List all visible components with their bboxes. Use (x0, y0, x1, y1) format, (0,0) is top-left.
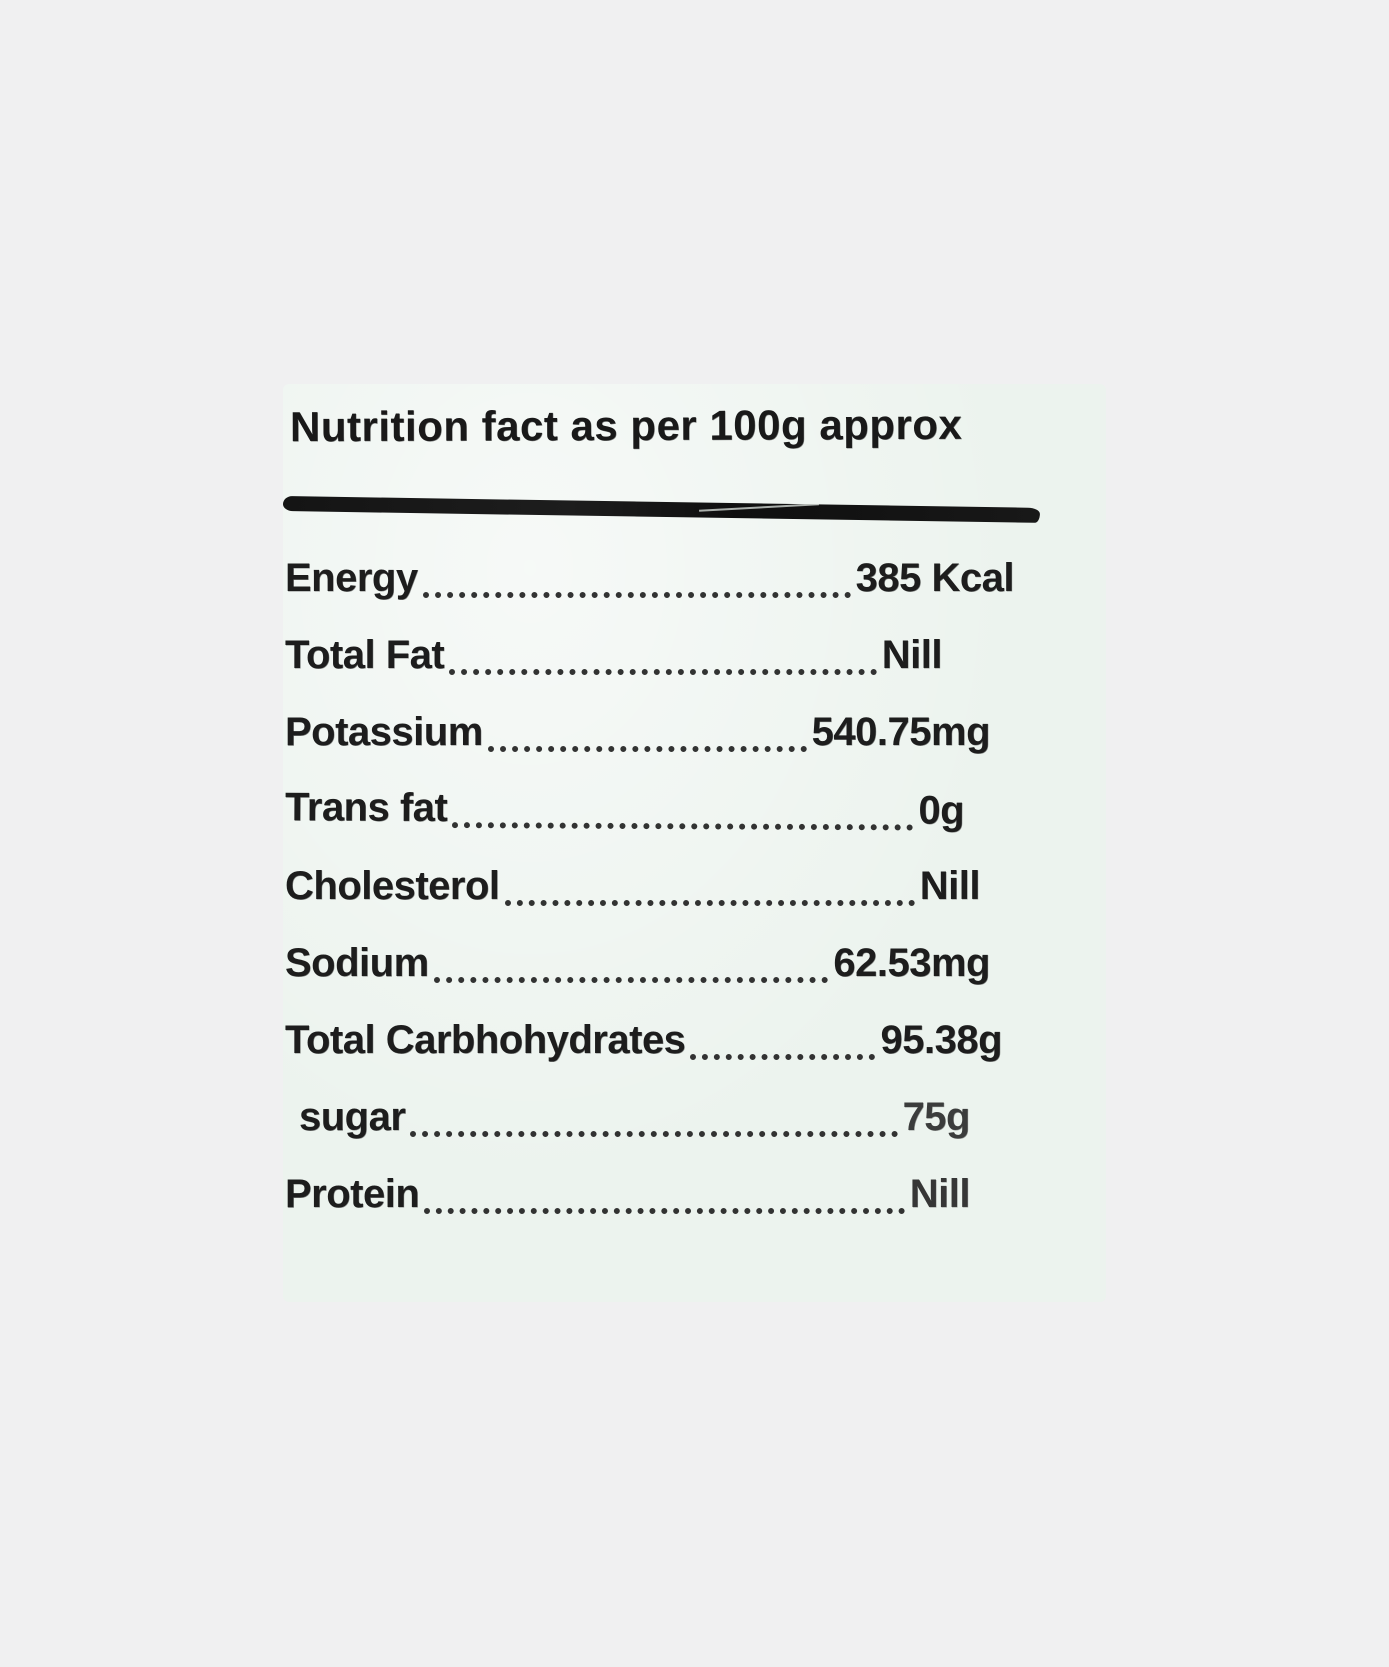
row-label: Sodium (285, 941, 429, 985)
row-value: 540.75mg (811, 710, 991, 754)
nutrition-row-protein: Protein Nill (285, 1172, 971, 1249)
nutrition-rows: Energy 385 Kcal Total Fat Nill Potassium… (285, 556, 1015, 1249)
row-value: 385 Kcal (855, 556, 1015, 600)
dot-leader (449, 633, 877, 675)
dot-leader (424, 1172, 905, 1214)
nutrition-row-energy: Energy 385 Kcal (285, 556, 1015, 633)
row-label: sugar (299, 1095, 406, 1139)
row-value: 95.38g (880, 1018, 1002, 1062)
nutrition-row-cholesterol: Cholesterol Nill (285, 864, 981, 941)
dot-leader (452, 786, 914, 831)
nutrition-row-sugar: sugar 75g (285, 1095, 971, 1172)
nutrition-row-sodium: Sodium 62.53mg (285, 941, 990, 1018)
title-divider-rule (282, 496, 1041, 523)
dot-leader (690, 1018, 876, 1060)
dot-leader (504, 864, 915, 906)
row-value: Nill (919, 864, 981, 908)
dot-leader (410, 1095, 898, 1137)
dot-leader (422, 556, 851, 598)
nutrition-label: Nutrition fact as per 100g approx Energy… (282, 384, 1106, 1302)
nutrition-label-title: Nutrition fact as per 100g approx (289, 400, 963, 451)
nutrition-row-total-carbohydrates: Total Carbhohydrates 95.38g (285, 1018, 1002, 1095)
row-label: Energy (285, 556, 418, 600)
row-label: Potassium (285, 710, 483, 754)
row-label: Cholesterol (285, 864, 500, 908)
row-value: Nill (881, 633, 943, 677)
nutrition-row-trans-fat: Trans fat 0g (285, 785, 964, 866)
nutrition-row-total-fat: Total Fat Nill (285, 633, 943, 710)
row-label: Protein (285, 1172, 420, 1216)
row-value: 0g (918, 788, 965, 833)
dot-leader (433, 941, 829, 983)
row-value: 75g (902, 1095, 971, 1139)
nutrition-row-potassium: Potassium 540.75mg (285, 710, 991, 787)
row-label: Total Carbhohydrates (285, 1018, 686, 1062)
row-label: Total Fat (285, 633, 445, 677)
row-label: Trans fat (284, 785, 448, 831)
row-value: Nill (909, 1172, 971, 1216)
row-value: 62.53mg (833, 941, 990, 985)
dot-leader (487, 710, 807, 752)
